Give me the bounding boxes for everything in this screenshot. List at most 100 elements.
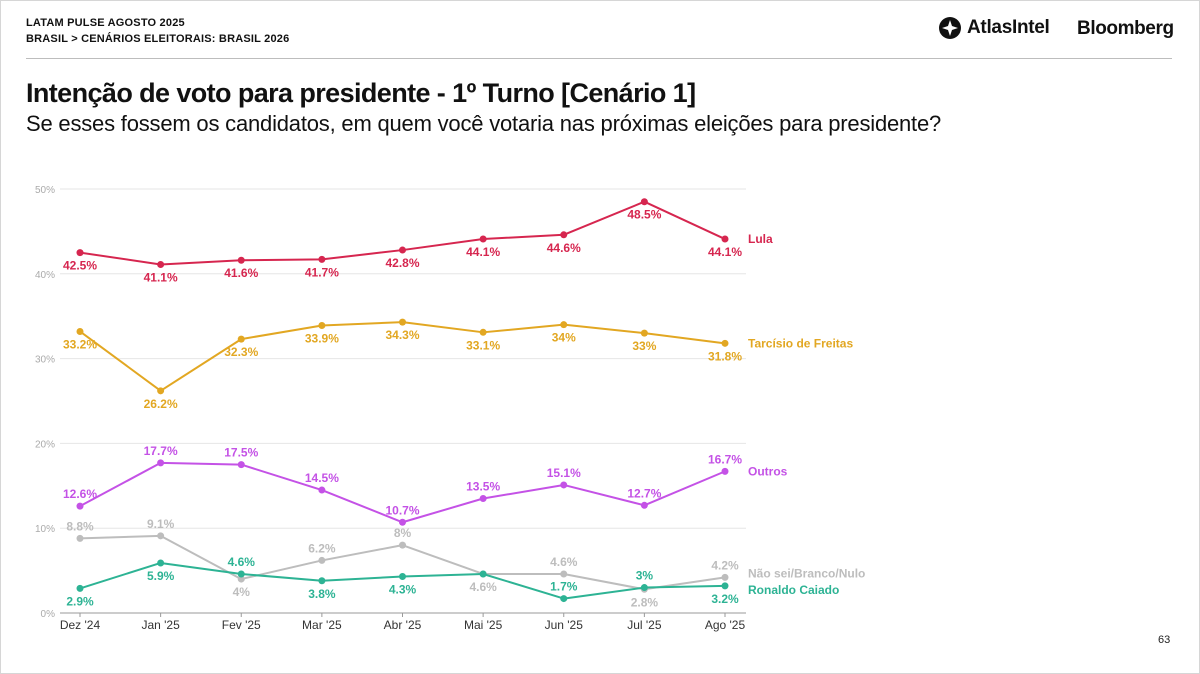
data-point xyxy=(76,249,84,257)
data-point xyxy=(318,322,326,330)
data-label: 34% xyxy=(552,331,576,345)
data-point xyxy=(237,575,245,583)
data-point xyxy=(640,584,648,592)
data-point xyxy=(157,260,165,268)
y-tick-label: 20% xyxy=(35,439,55,450)
series-name-label: Não sei/Branco/Nulo xyxy=(748,566,865,580)
data-point xyxy=(157,459,165,467)
chart-title: Intenção de voto para presidente - 1º Tu… xyxy=(26,78,696,108)
data-point xyxy=(76,327,84,335)
data-label: 3% xyxy=(636,569,654,583)
data-label: 8.8% xyxy=(66,519,94,533)
data-point xyxy=(237,461,245,469)
data-label: 4% xyxy=(233,585,251,599)
data-point xyxy=(640,501,648,509)
y-tick-label: 0% xyxy=(41,609,56,620)
data-label: 41.6% xyxy=(224,266,258,280)
data-point xyxy=(721,582,729,590)
data-label: 41.7% xyxy=(305,265,339,279)
data-point xyxy=(479,235,487,243)
data-label: 13.5% xyxy=(466,480,500,494)
data-point xyxy=(318,486,326,494)
data-label: 1.7% xyxy=(550,580,578,594)
x-tick-label: Jun '25 xyxy=(545,618,584,632)
data-label: 26.2% xyxy=(144,397,178,411)
data-label: 44.6% xyxy=(547,241,581,255)
chart-subtitle: Se esses fossem os candidatos, em quem v… xyxy=(26,111,942,136)
y-tick-label: 10% xyxy=(35,524,55,535)
series-name-label: Tarcísio de Freitas xyxy=(748,336,853,350)
data-point xyxy=(640,198,648,206)
bloomberg-logo: Bloomberg xyxy=(1077,18,1174,39)
data-label: 44.1% xyxy=(708,245,742,259)
data-label: 41.1% xyxy=(144,270,178,284)
data-point xyxy=(399,318,406,326)
data-label: 42.5% xyxy=(63,259,97,273)
data-label: 12.6% xyxy=(63,487,97,501)
data-point xyxy=(721,467,729,475)
data-label: 14.5% xyxy=(305,471,339,485)
data-label: 9.1% xyxy=(147,517,175,531)
data-point xyxy=(560,321,568,329)
data-point xyxy=(479,495,487,503)
data-point xyxy=(399,246,406,254)
data-label: 42.8% xyxy=(385,256,419,270)
data-label: 4.6% xyxy=(469,580,497,594)
data-label: 2.8% xyxy=(631,595,659,609)
data-point xyxy=(560,595,568,603)
header-divider xyxy=(26,58,1172,59)
data-label: 10.7% xyxy=(385,503,419,517)
data-point xyxy=(560,570,568,578)
y-tick-label: 40% xyxy=(35,270,55,281)
data-label: 3.2% xyxy=(711,592,739,606)
data-label: 12.7% xyxy=(627,486,661,500)
data-point xyxy=(237,570,245,578)
page-number: 63 xyxy=(1158,634,1171,646)
y-tick-label: 50% xyxy=(35,185,55,196)
data-point xyxy=(76,534,84,542)
atlas-compass-icon xyxy=(939,17,961,39)
data-label: 17.7% xyxy=(144,444,178,458)
data-label: 2.9% xyxy=(66,594,94,608)
data-point xyxy=(157,387,165,395)
data-label: 4.6% xyxy=(550,555,578,569)
data-label: 44.1% xyxy=(466,245,500,259)
data-point xyxy=(157,559,165,567)
data-label: 32.3% xyxy=(224,345,258,359)
data-label: 4.2% xyxy=(711,558,739,572)
x-tick-label: Jan '25 xyxy=(141,618,180,632)
data-label: 15.1% xyxy=(547,466,581,480)
report-name: LATAM PULSE AGOSTO 2025 xyxy=(26,17,185,29)
x-tick-label: Fev '25 xyxy=(222,618,261,632)
data-point xyxy=(479,570,487,578)
data-label: 17.5% xyxy=(224,446,258,460)
x-tick-label: Jul '25 xyxy=(627,618,662,632)
x-tick-label: Dez '24 xyxy=(60,618,101,632)
data-point xyxy=(157,532,165,540)
data-label: 33% xyxy=(632,339,656,353)
data-label: 4.3% xyxy=(389,583,417,597)
data-point xyxy=(640,329,648,337)
series-name-label: Ronaldo Caiado xyxy=(748,583,839,597)
data-label: 6.2% xyxy=(308,541,336,555)
data-point xyxy=(399,541,406,549)
data-label: 34.3% xyxy=(385,328,419,342)
data-point xyxy=(560,231,568,239)
data-point xyxy=(76,584,84,592)
atlasintel-wordmark: AtlasIntel xyxy=(967,17,1050,38)
data-point xyxy=(318,255,326,263)
x-tick-label: Mai '25 xyxy=(464,618,503,632)
data-label: 48.5% xyxy=(627,208,661,222)
data-label: 33.9% xyxy=(305,332,339,346)
breadcrumb: BRASIL > CENÁRIOS ELEITORAIS: BRASIL 202… xyxy=(26,33,290,45)
data-point xyxy=(399,518,406,526)
data-point xyxy=(721,573,729,581)
data-label: 3.8% xyxy=(308,587,336,601)
data-label: 8% xyxy=(394,526,412,540)
data-label: 5.9% xyxy=(147,569,175,583)
data-label: 33.2% xyxy=(63,337,97,351)
data-point xyxy=(76,502,84,510)
data-point xyxy=(721,235,729,243)
series-name-label: Lula xyxy=(748,232,773,246)
